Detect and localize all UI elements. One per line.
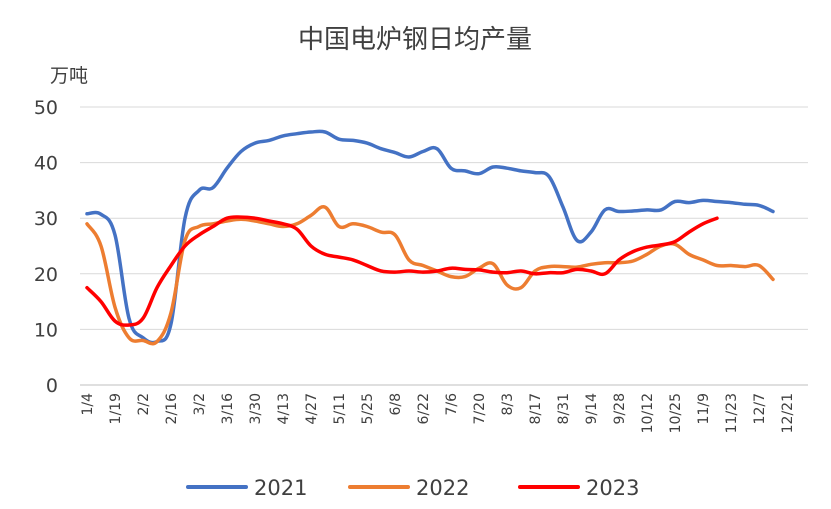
x-tick-label: 9/14 xyxy=(584,393,600,425)
legend-label-2023: 2023 xyxy=(586,476,639,500)
x-tick-label: 8/17 xyxy=(528,393,544,424)
y-tick-label: 10 xyxy=(34,319,58,341)
x-tick-label: 3/30 xyxy=(248,393,264,424)
x-tick-label: 3/16 xyxy=(220,393,236,425)
y-axis-unit-label: 万吨 xyxy=(50,65,88,87)
legend-label-2021: 2021 xyxy=(254,476,307,500)
y-tick-label: 30 xyxy=(34,208,58,230)
x-tick-label: 1/19 xyxy=(108,393,124,424)
x-tick-label: 6/22 xyxy=(416,393,432,424)
chart-title: 中国电炉钢日均产量 xyxy=(298,25,532,55)
y-axis-ticks: 0 10 20 30 40 50 xyxy=(34,97,58,397)
series-line-2022 xyxy=(85,205,775,346)
x-tick-label: 11/9 xyxy=(696,393,712,424)
x-tick-label: 8/31 xyxy=(556,393,572,424)
x-axis-ticks: 1/4 1/19 2/2 2/16 3/2 3/16 3/30 4/13 4/27 5/11 5/2… xyxy=(80,393,796,433)
x-tick-label: 2/2 xyxy=(136,393,152,416)
y-tick-label: 20 xyxy=(34,264,58,286)
x-tick-label: 5/11 xyxy=(332,393,348,424)
x-tick-label: 1/4 xyxy=(80,393,96,416)
x-tick-label: 7/20 xyxy=(472,393,488,424)
x-tick-label: 10/25 xyxy=(668,393,684,433)
series-line-2023 xyxy=(85,215,719,327)
legend: 2021 2022 2023 xyxy=(186,476,639,500)
x-tick-label: 4/27 xyxy=(304,393,320,424)
x-tick-label: 8/3 xyxy=(500,393,516,416)
x-tick-label: 12/21 xyxy=(780,393,796,433)
x-tick-label: 7/6 xyxy=(444,393,460,416)
x-tick-label: 3/2 xyxy=(192,393,208,416)
y-tick-label: 40 xyxy=(34,153,58,175)
x-tick-label: 2/16 xyxy=(164,393,180,425)
x-tick-label: 6/8 xyxy=(388,393,404,416)
gridlines xyxy=(80,106,808,386)
x-tick-label: 5/25 xyxy=(360,393,376,424)
x-tick-label: 11/23 xyxy=(724,393,740,433)
y-tick-label: 0 xyxy=(46,375,58,397)
legend-label-2022: 2022 xyxy=(416,476,469,500)
x-tick-label: 10/12 xyxy=(640,393,656,433)
series-lines xyxy=(85,129,775,346)
y-tick-label: 50 xyxy=(34,97,58,119)
x-tick-label: 4/13 xyxy=(276,393,292,424)
x-tick-label: 12/7 xyxy=(752,393,768,424)
x-tick-label: 9/28 xyxy=(612,393,628,424)
series-line-2021 xyxy=(85,129,775,345)
